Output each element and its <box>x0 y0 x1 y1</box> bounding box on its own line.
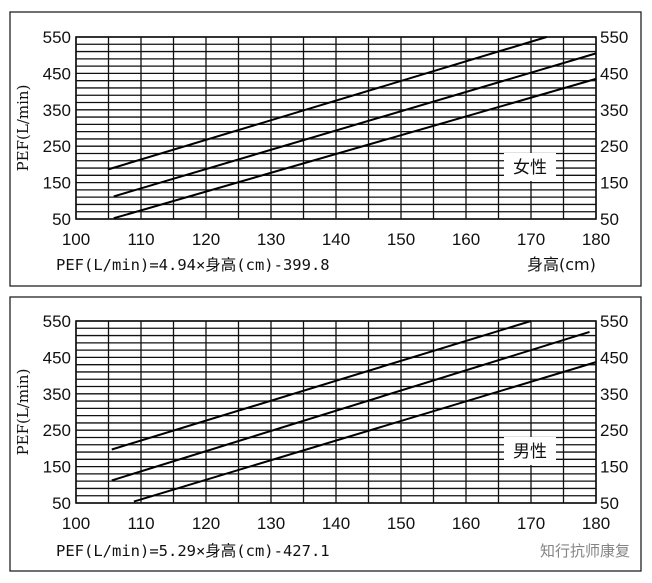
y-tick-label-left: 150 <box>43 458 71 477</box>
series-line-3 <box>133 361 597 503</box>
chart-panel-male: 50 50 150 150 250 250 350 350 450 450 550 550 100 110… <box>9 296 642 572</box>
series-line-2 <box>113 52 597 198</box>
series-line-3 <box>113 77 597 220</box>
x-tick-label: 140 <box>322 514 350 533</box>
y-tick-label-right: 250 <box>600 137 628 156</box>
x-tick-label: 150 <box>387 514 415 533</box>
panel-frame <box>9 296 642 572</box>
y-tick-label-right: 350 <box>600 385 628 404</box>
x-tick-label: 150 <box>387 230 415 249</box>
x-tick-label: 120 <box>192 514 220 533</box>
x-tick-label: 130 <box>257 230 285 249</box>
y-tick-label-left: 350 <box>43 101 71 120</box>
plot-area-border <box>75 36 597 220</box>
y-tick-label-right: 550 <box>600 312 628 331</box>
y-axis-label: PEF(L/min) <box>14 85 32 172</box>
y-tick-label-left: 550 <box>43 312 71 331</box>
y-tick-label-right: 350 <box>600 101 628 120</box>
series-line-1 <box>107 36 547 171</box>
chart-panel-female: 50 50 150 150 250 250 350 350 450 450 550 550 100 110… <box>9 11 642 287</box>
gender-label-background <box>504 153 556 181</box>
y-tick-label-right: 50 <box>600 210 619 229</box>
y-tick-label-right: 450 <box>600 64 628 83</box>
series-line-2 <box>111 330 590 482</box>
y-tick-label-left: 50 <box>52 210 71 229</box>
gender-label: 男性 <box>513 442 547 462</box>
panel-frame <box>9 11 642 287</box>
x-tick-label: 110 <box>127 514 154 533</box>
x-tick-label: 180 <box>582 514 610 533</box>
y-tick-label-right: 450 <box>600 348 628 367</box>
y-tick-label-right: 250 <box>600 421 628 440</box>
x-tick-label: 170 <box>517 514 545 533</box>
y-tick-label-right: 150 <box>600 458 628 477</box>
gender-label: 女性 <box>513 158 547 178</box>
y-tick-label-left: 50 <box>52 494 71 513</box>
x-tick-label: 130 <box>257 514 285 533</box>
x-tick-label: 100 <box>62 230 90 249</box>
y-tick-label-right: 150 <box>600 174 628 193</box>
x-tick-label: 140 <box>322 230 350 249</box>
y-tick-label-left: 150 <box>43 174 71 193</box>
y-tick-label-right: 50 <box>600 494 619 513</box>
x-axis-label: 身高(cm) <box>527 255 596 274</box>
x-tick-label: 160 <box>452 230 480 249</box>
series-line-1 <box>111 320 532 451</box>
y-tick-label-right: 550 <box>600 28 628 47</box>
x-tick-label: 110 <box>127 230 154 249</box>
y-tick-label-left: 450 <box>43 64 71 83</box>
y-tick-label-left: 250 <box>43 421 71 440</box>
x-tick-label: 160 <box>452 514 480 533</box>
gender-label-background <box>504 437 556 465</box>
x-tick-label: 100 <box>62 514 90 533</box>
y-tick-label-left: 550 <box>43 28 71 47</box>
watermark-text: 知行抗师康复 <box>540 542 630 560</box>
formula-text: PEF(L/min)=4.94×身高(cm)-399.8 <box>56 256 330 274</box>
plot-area-border <box>75 320 597 504</box>
x-tick-label: 180 <box>582 230 610 249</box>
y-axis-label: PEF(L/min) <box>14 369 32 456</box>
formula-text: PEF(L/min)=5.29×身高(cm)-427.1 <box>56 542 330 560</box>
x-tick-label: 170 <box>517 230 545 249</box>
x-tick-label: 120 <box>192 230 220 249</box>
y-tick-label-left: 250 <box>43 137 71 156</box>
y-tick-label-left: 350 <box>43 385 71 404</box>
y-tick-label-left: 450 <box>43 348 71 367</box>
